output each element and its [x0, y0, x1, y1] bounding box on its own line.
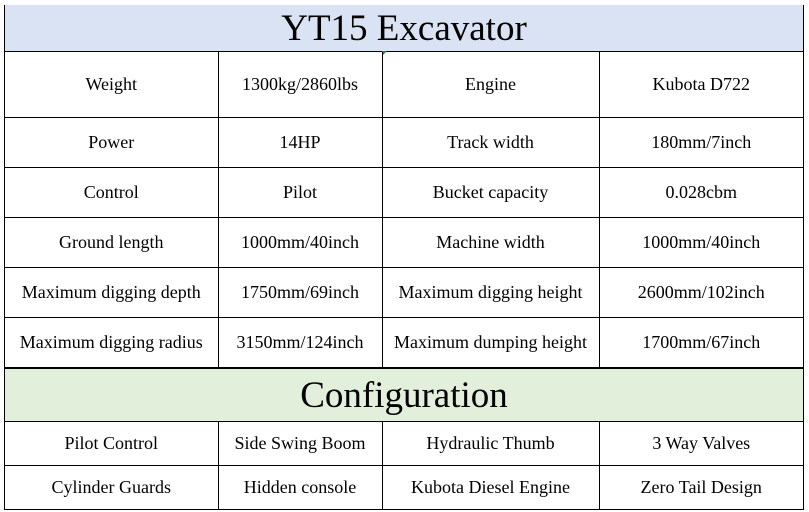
spec-label: Maximum digging height — [382, 267, 600, 318]
spec-label: Bucket capacity — [382, 167, 600, 218]
spec-sheet: YT15 Excavator Weight 1300kg/2860lbs Eng… — [4, 5, 804, 510]
configuration-item: Cylinder Guards — [5, 465, 219, 510]
configuration-item: 3 Way Valves — [599, 422, 803, 466]
spec-row: Power 14HP Track width 180mm/7inch — [5, 117, 803, 168]
spec-value: 3150mm/124inch — [218, 317, 383, 368]
spec-row: Maximum digging radius 3150mm/124inch Ma… — [5, 317, 803, 368]
spec-value: 1000mm/40inch — [218, 217, 383, 268]
spec-value: 180mm/7inch — [599, 117, 803, 168]
spec-row: Control Pilot Bucket capacity 0.028cbm — [5, 167, 803, 218]
spec-label: Engine — [382, 52, 600, 118]
spec-value: 1700mm/67inch — [599, 317, 803, 368]
configuration-heading: Configuration — [5, 368, 803, 422]
spec-row: Maximum digging depth 1750mm/69inch Maxi… — [5, 267, 803, 318]
configuration-table: Pilot Control Side Swing Boom Hydraulic … — [5, 422, 803, 510]
configuration-item: Kubota Diesel Engine — [382, 465, 600, 510]
configuration-item: Hydraulic Thumb — [382, 422, 600, 466]
spec-label: Ground length — [5, 217, 219, 268]
spec-value: Kubota D722 — [599, 52, 803, 118]
configuration-row: Pilot Control Side Swing Boom Hydraulic … — [5, 422, 803, 466]
spec-label: Maximum dumping height — [382, 317, 600, 368]
configuration-item: Pilot Control — [5, 422, 219, 466]
configuration-item: Side Swing Boom — [218, 422, 383, 466]
spec-label: Weight — [5, 52, 219, 118]
spec-value: 1750mm/69inch — [218, 267, 383, 318]
configuration-item: Zero Tail Design — [599, 465, 803, 510]
configuration-item: Hidden console — [218, 465, 383, 510]
spec-label: Power — [5, 117, 219, 168]
spec-label: Control — [5, 167, 219, 218]
spec-value: 1300kg/2860lbs — [218, 52, 383, 118]
spec-label: Track width — [382, 117, 600, 168]
spec-value: 2600mm/102inch — [599, 267, 803, 318]
spec-label: Maximum digging depth — [5, 267, 219, 318]
spec-value: Pilot — [218, 167, 383, 218]
spec-value: 0.028cbm — [599, 167, 803, 218]
spec-value: 1000mm/40inch — [599, 217, 803, 268]
sheet-title: YT15 Excavator — [5, 5, 803, 52]
spec-table: Weight 1300kg/2860lbs Engine Kubota D722… — [5, 52, 803, 368]
spec-label: Machine width — [382, 217, 600, 268]
spec-row: Ground length 1000mm/40inch Machine widt… — [5, 217, 803, 268]
spec-row: Weight 1300kg/2860lbs Engine Kubota D722 — [5, 52, 803, 118]
configuration-row: Cylinder Guards Hidden console Kubota Di… — [5, 465, 803, 510]
spec-value: 14HP — [218, 117, 383, 168]
spec-label: Maximum digging radius — [5, 317, 219, 368]
